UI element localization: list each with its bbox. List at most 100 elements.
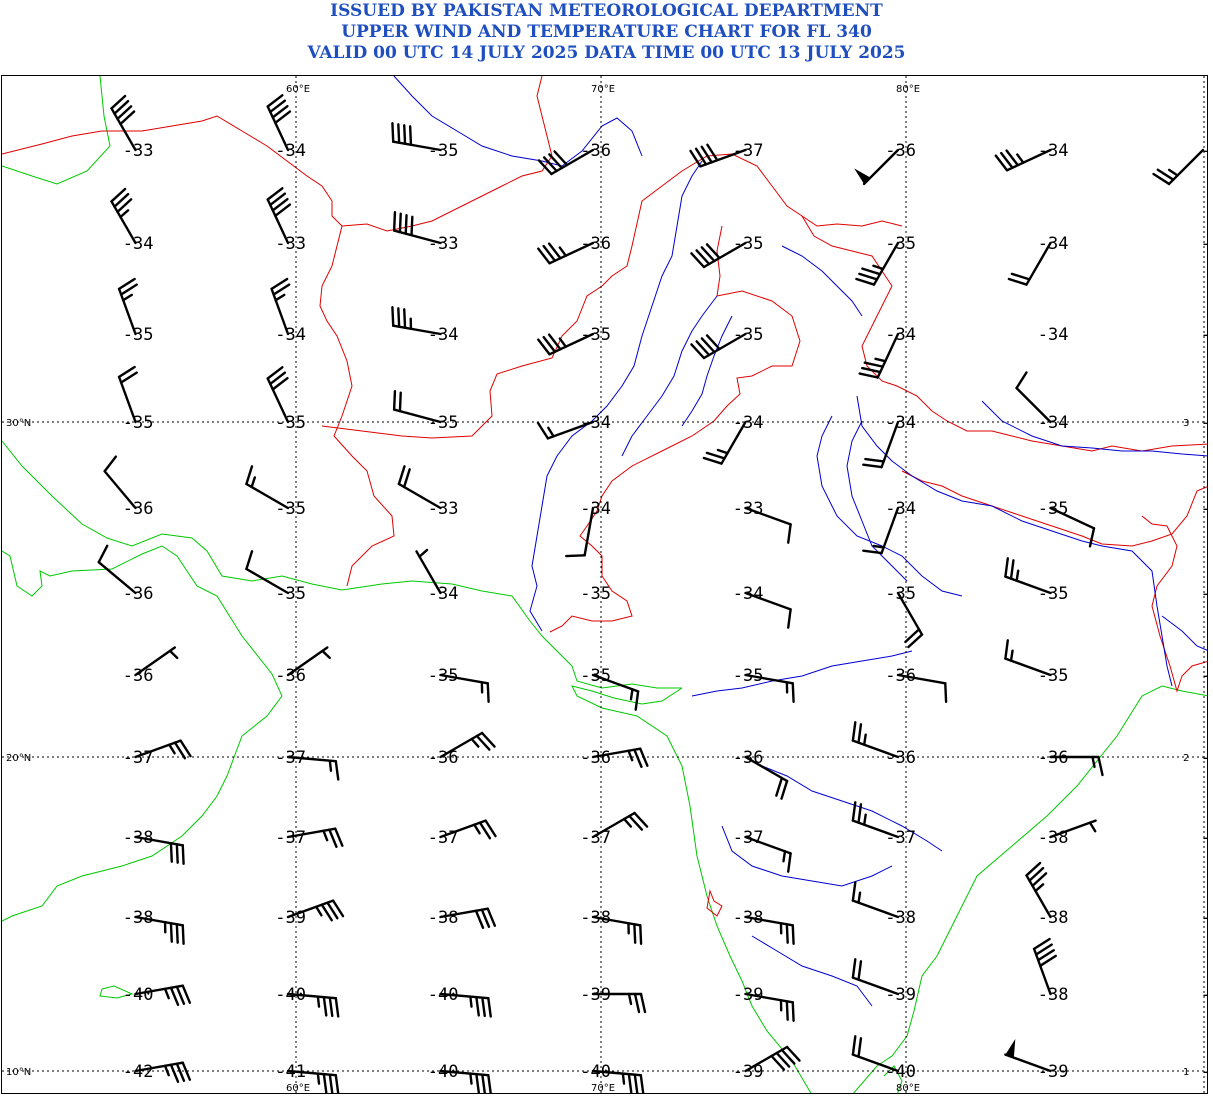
station-point[interactable]: -34 (1007, 234, 1069, 286)
station-point[interactable]: -3 (1201, 1062, 1208, 1082)
station-point[interactable]: -35 (690, 325, 764, 360)
station-point[interactable]: -37 (689, 141, 764, 168)
station-point[interactable]: -35 (1038, 499, 1096, 548)
station-point[interactable]: -36 (537, 141, 611, 176)
station-point[interactable]: -36 (854, 141, 916, 186)
map-canvas[interactable]: 60°E60°E70°E70°E80°E80°E30°N 320°N 210°N 1 … (2, 76, 1208, 1094)
station-point[interactable]: -35 (245, 465, 306, 519)
station-point[interactable]: -35 (733, 666, 795, 703)
station-point[interactable]: -35 (245, 550, 306, 604)
station-point[interactable]: -37 (733, 828, 792, 873)
station-point[interactable]: -34 (858, 325, 916, 379)
station-point[interactable]: -39 (851, 958, 916, 1005)
station-point[interactable]: -34 (733, 584, 792, 629)
station-point[interactable]: -37 (428, 819, 497, 848)
station-point[interactable]: -37 (580, 811, 649, 848)
wind-barb-feather (269, 192, 287, 207)
station-point[interactable]: -36 (733, 748, 789, 800)
station-point[interactable]: -40 (851, 1035, 916, 1082)
station-point[interactable]: -36 (428, 731, 496, 768)
station-point[interactable]: -34 (862, 499, 916, 555)
station-point[interactable]: -38 (123, 908, 185, 945)
station-point[interactable]: -3 (1201, 413, 1208, 433)
station-point[interactable]: -36 (580, 747, 649, 768)
station-point[interactable]: -34 (415, 548, 459, 604)
station-point[interactable]: -34 (110, 187, 154, 254)
station-point[interactable]: -36 (885, 666, 948, 703)
station-point[interactable]: -3 (1201, 666, 1208, 686)
station-point[interactable]: -35 (391, 122, 459, 161)
station-point[interactable]: -34 (266, 94, 306, 161)
station-point[interactable]: -35 (392, 389, 459, 433)
station-point[interactable]: -3 (1201, 325, 1208, 345)
station-point[interactable]: -40 (428, 1062, 492, 1093)
station-point[interactable]: -34 (1038, 325, 1069, 345)
station-point[interactable]: -38 (123, 828, 185, 865)
station-point[interactable]: -40 (580, 1062, 645, 1093)
station-point[interactable]: -34 (1015, 371, 1069, 433)
station-point[interactable]: -35 (117, 277, 154, 345)
station-point[interactable]: -38 (428, 907, 497, 929)
station-point[interactable]: -3 (1201, 828, 1208, 848)
station-point[interactable]: -35 (1004, 557, 1069, 604)
station-point[interactable]: -35 (580, 584, 611, 604)
station-point[interactable]: -35 (855, 234, 916, 286)
station-point[interactable]: -3 (1201, 908, 1208, 928)
station-point[interactable]: -38 (733, 908, 795, 945)
station-point[interactable]: -38 (1032, 937, 1069, 1005)
station-point[interactable]: -35 (1004, 639, 1069, 686)
map-frame[interactable]: 60°E 60°E 70°E 70°E 80°E 80°E 30°N 3 20°N 2 10°N 1 … (1, 75, 1208, 1094)
station-point[interactable]: -37 (851, 801, 916, 848)
station-point[interactable]: -3 (1201, 499, 1208, 519)
wind-barb-feather (627, 1072, 633, 1093)
station-point[interactable]: -3 (1201, 985, 1208, 1005)
station-point[interactable]: -35 (117, 365, 154, 433)
station-point[interactable]: -35 (428, 666, 490, 703)
station-point[interactable]: -35 (580, 666, 640, 711)
station-point[interactable]: -39 (275, 899, 345, 928)
station-point[interactable]: -3 (1201, 748, 1208, 768)
station-point[interactable]: -36 (1038, 748, 1104, 777)
station-point[interactable]: -3 (1201, 234, 1208, 254)
station-point[interactable]: -36 (103, 455, 154, 519)
station-point[interactable]: -33 (266, 187, 306, 254)
station-point[interactable]: -36 (537, 234, 611, 265)
station-point[interactable]: -33 (110, 94, 154, 161)
station-point[interactable]: -34 (565, 499, 611, 558)
station-point[interactable]: -35 (266, 366, 306, 433)
station-point[interactable]: -39 (733, 985, 795, 1022)
station-point[interactable]: -35 (537, 325, 611, 356)
station-point[interactable]: -33 (733, 499, 792, 544)
station-point[interactable]: -38 (851, 881, 916, 928)
station-point[interactable]: -33 (397, 465, 459, 519)
station-point[interactable]: -3 (1201, 584, 1208, 604)
station-point[interactable]: -34 (536, 413, 611, 440)
station-point[interactable]: -34 (862, 413, 916, 469)
station-point[interactable]: -34 (994, 141, 1069, 172)
station-point[interactable]: -39 (733, 1045, 801, 1082)
station-point[interactable]: -37 (275, 748, 340, 781)
station-point[interactable]: -34 (391, 306, 459, 345)
station-point[interactable]: -36 (123, 646, 179, 686)
station-point[interactable]: -3 (1152, 141, 1208, 186)
station-point[interactable]: -38 (1025, 861, 1069, 928)
station-point[interactable]: -39 (1004, 1039, 1069, 1082)
station-point[interactable]: -36 (851, 721, 916, 768)
station-point[interactable]: -33 (392, 210, 459, 254)
station-point[interactable]: -36 (97, 544, 154, 604)
station-point[interactable]: -41 (275, 1062, 340, 1093)
station-point[interactable]: -38 (580, 908, 643, 945)
station-point[interactable]: -39 (580, 985, 647, 1014)
station-point[interactable]: -37 (123, 739, 192, 768)
station-point[interactable]: -35 (885, 584, 924, 649)
station-point[interactable]: -40 (275, 985, 340, 1018)
station-point[interactable]: -40 (123, 984, 192, 1006)
station-point[interactable]: -34 (270, 277, 306, 345)
station-point[interactable]: -37 (275, 827, 344, 848)
station-point[interactable]: -35 (690, 234, 764, 269)
station-point[interactable]: -34 (702, 413, 764, 465)
station-point[interactable]: -36 (275, 646, 331, 686)
station-point[interactable]: -40 (428, 985, 492, 1018)
station-point[interactable]: -42 (123, 1061, 192, 1083)
station-point[interactable]: -38 (1038, 819, 1097, 848)
